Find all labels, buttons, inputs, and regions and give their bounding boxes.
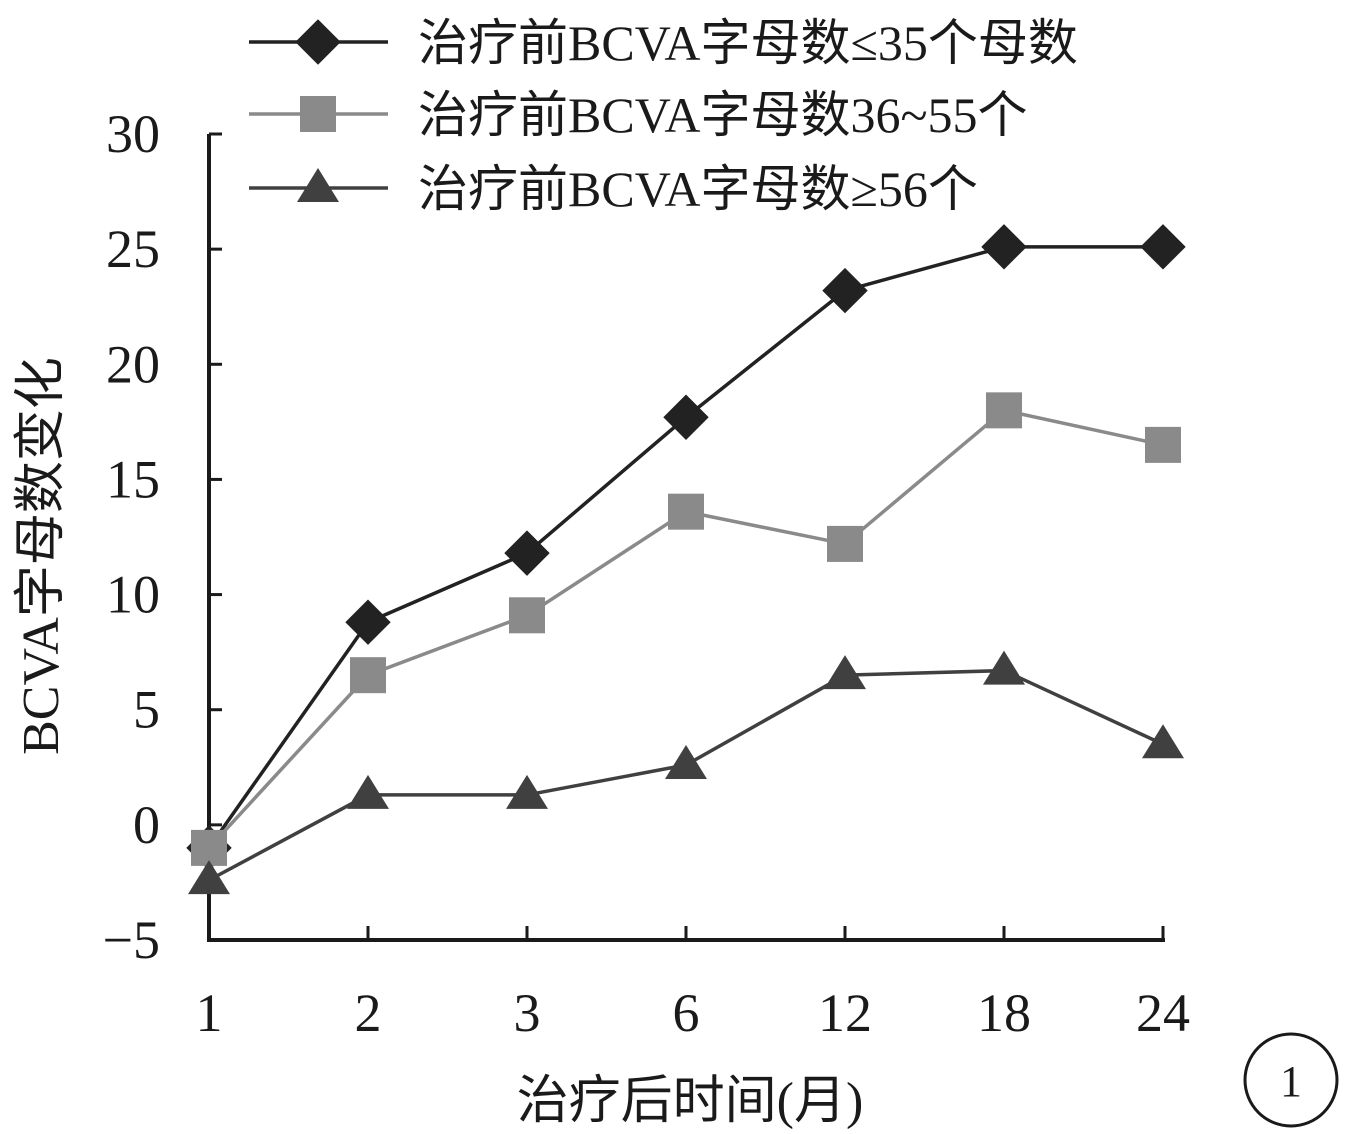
series-2-point: [1145, 426, 1181, 463]
x-tick-label: 12: [818, 983, 872, 1043]
series-2-point: [827, 525, 863, 562]
y-tick-label: 25: [106, 219, 160, 279]
y-axis-title: BCVA字母数变化: [13, 357, 70, 755]
legend-label: 治疗前BCVA字母数36~55个: [418, 87, 1028, 143]
legend-marker: [297, 168, 339, 202]
series-1-point: [504, 530, 550, 576]
y-ticks: −5 0 5 10 15 20 25 30: [103, 104, 222, 970]
series-1-point: [663, 394, 709, 440]
legend-marker: [295, 19, 341, 65]
x-axis-title: 治疗后时间(月): [517, 1073, 864, 1130]
series-2-point: [350, 657, 386, 694]
series-2-point: [986, 392, 1022, 429]
y-tick-label: −5: [103, 910, 160, 970]
legend-entry-3: 治疗前BCVA字母数≥56个: [249, 161, 978, 217]
series-1-point: [1140, 224, 1186, 270]
series-3-point: [506, 774, 548, 809]
y-tick-label: 0: [133, 795, 160, 855]
series-group: [186, 224, 1186, 895]
series-3-point: [188, 860, 230, 895]
y-tick-label: 20: [106, 334, 160, 394]
axes: [207, 134, 1165, 942]
legend-label: 治疗前BCVA字母数≤35个母数: [418, 15, 1078, 71]
y-tick-label: 15: [106, 449, 160, 509]
series-1-point: [822, 267, 868, 314]
series-3-point: [824, 655, 866, 690]
x-tick-label: 18: [977, 983, 1031, 1043]
x-tick-label: 24: [1136, 983, 1190, 1043]
legend-entry-1: 治疗前BCVA字母数≤35个母数: [249, 15, 1078, 71]
x-ticks: 1 2 3 6 12 18 24: [196, 926, 1190, 1043]
y-tick-label: 5: [133, 680, 160, 740]
legend: 治疗前BCVA字母数≤35个母数治疗前BCVA字母数36~55个治疗前BCVA字…: [249, 15, 1078, 217]
series-2-line: [207, 408, 1164, 850]
series-2-point: [191, 829, 227, 866]
x-tick-label: 3: [514, 983, 541, 1043]
series-3: [188, 650, 1184, 895]
x-tick-label: 2: [355, 983, 382, 1043]
x-tick-label: 1: [196, 983, 223, 1043]
legend-marker: [300, 96, 336, 132]
legend-label: 治疗前BCVA字母数≥56个: [418, 161, 978, 217]
series-3-point: [347, 774, 389, 809]
series-3-point: [983, 650, 1025, 685]
series-2: [191, 392, 1181, 866]
series-1-point: [981, 224, 1027, 270]
figure-badge: 1: [1243, 1032, 1339, 1128]
series-3-point: [1142, 724, 1184, 759]
y-tick-label: 30: [106, 104, 160, 164]
series-2-point: [668, 493, 704, 530]
x-tick-label: 6: [673, 983, 700, 1043]
legend-entry-2: 治疗前BCVA字母数36~55个: [249, 87, 1028, 143]
series-2-point: [509, 597, 545, 634]
figure-badge-label: 1: [1280, 1057, 1302, 1106]
series-3-point: [665, 744, 707, 779]
series-1-point: [345, 599, 391, 645]
y-tick-label: 10: [106, 565, 160, 625]
